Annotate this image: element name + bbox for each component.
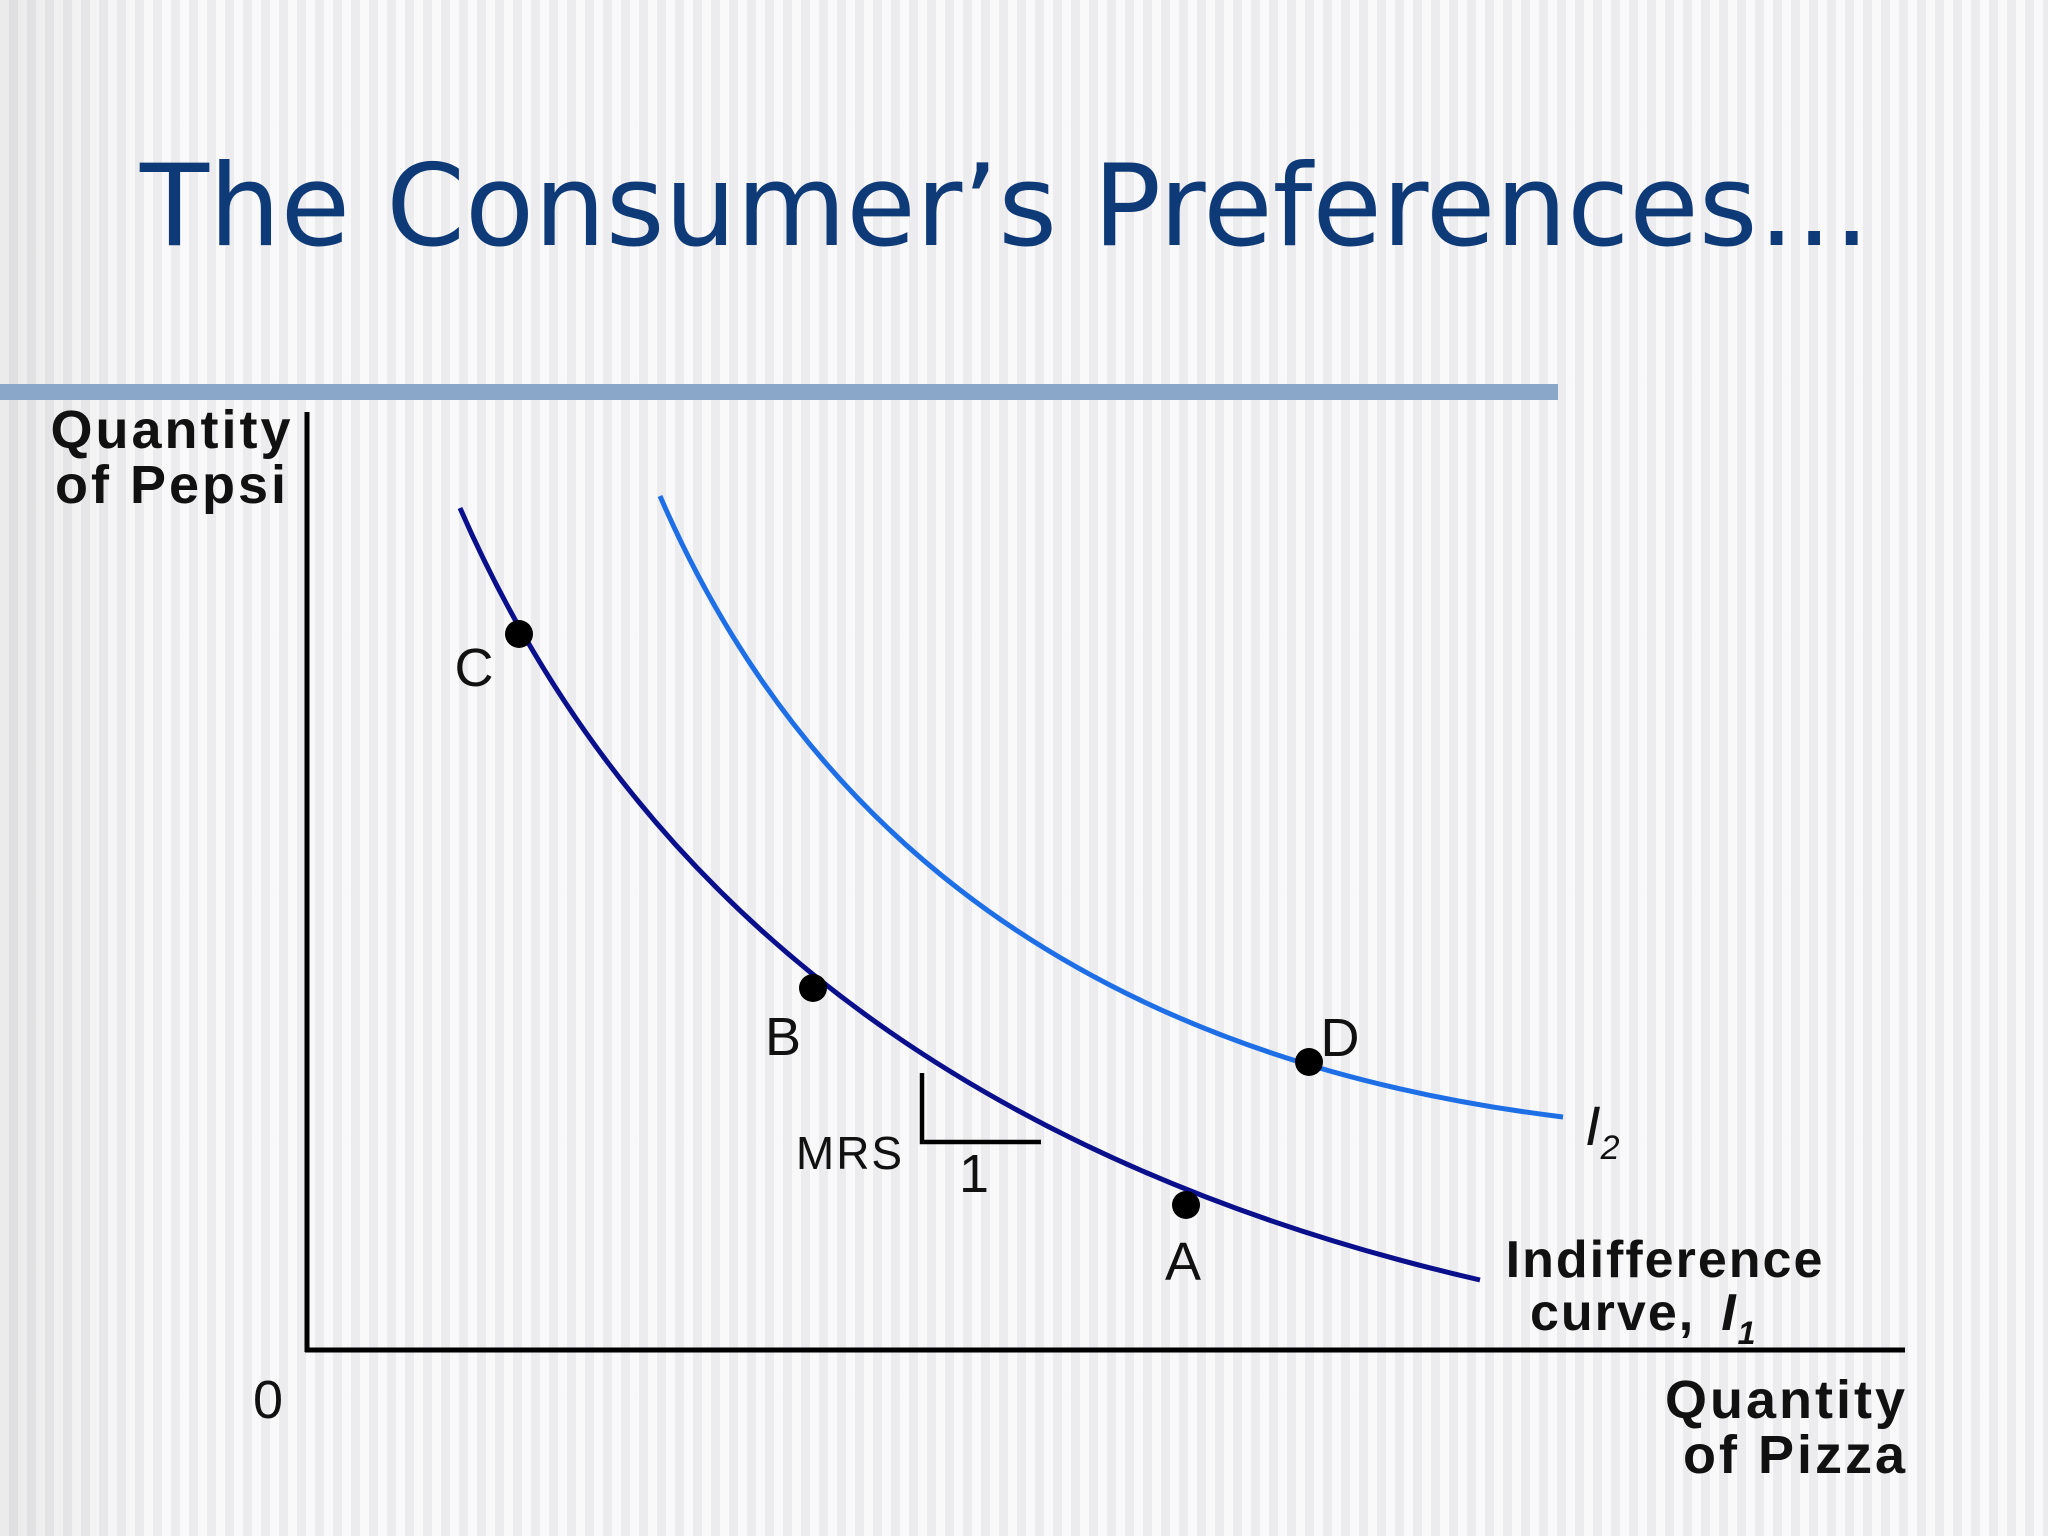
origin-label: 0 bbox=[253, 1370, 283, 1430]
mrs-run-label: 1 bbox=[959, 1144, 989, 1204]
point-c-label: C bbox=[455, 638, 494, 698]
indifference-curve-i2 bbox=[657, 495, 1564, 1120]
curve-i1-subscript: 1 bbox=[1738, 1315, 1758, 1351]
curve-i1-label-line1: Indifference bbox=[1506, 1231, 1825, 1289]
point-b bbox=[799, 974, 827, 1002]
point-d-label: D bbox=[1321, 1008, 1360, 1068]
curve-i1-symbol: I bbox=[1721, 1284, 1737, 1342]
indifference-curve-i1 bbox=[457, 507, 1481, 1283]
curve-i2-label: I2 bbox=[1585, 1094, 1620, 1167]
x-axis-title-line2: of Pizza bbox=[1683, 1425, 1908, 1485]
curve-i1-label-word: curve, bbox=[1530, 1284, 1695, 1342]
mrs-triangle bbox=[919, 1073, 1041, 1145]
mrs-label: MRS bbox=[796, 1127, 904, 1179]
slide-title: The Consumer’s Preferences… bbox=[140, 140, 1871, 272]
point-a-label: A bbox=[1165, 1232, 1201, 1292]
curve-i2-symbol: I bbox=[1585, 1094, 1601, 1157]
curve-i2-subscript: 2 bbox=[1600, 1129, 1620, 1167]
point-a bbox=[1172, 1191, 1200, 1219]
title-divider bbox=[0, 384, 1558, 400]
curve-i1-label-line2: curve, I1 bbox=[1530, 1284, 1757, 1351]
point-d bbox=[1295, 1048, 1323, 1076]
y-axis-title-line2: of Pepsi bbox=[55, 455, 289, 515]
x-axis-title-line1: Quantity bbox=[1665, 1370, 1908, 1430]
point-b-label: B bbox=[765, 1007, 801, 1067]
y-axis-title-line1: Quantity bbox=[50, 400, 293, 460]
point-c bbox=[505, 620, 533, 648]
